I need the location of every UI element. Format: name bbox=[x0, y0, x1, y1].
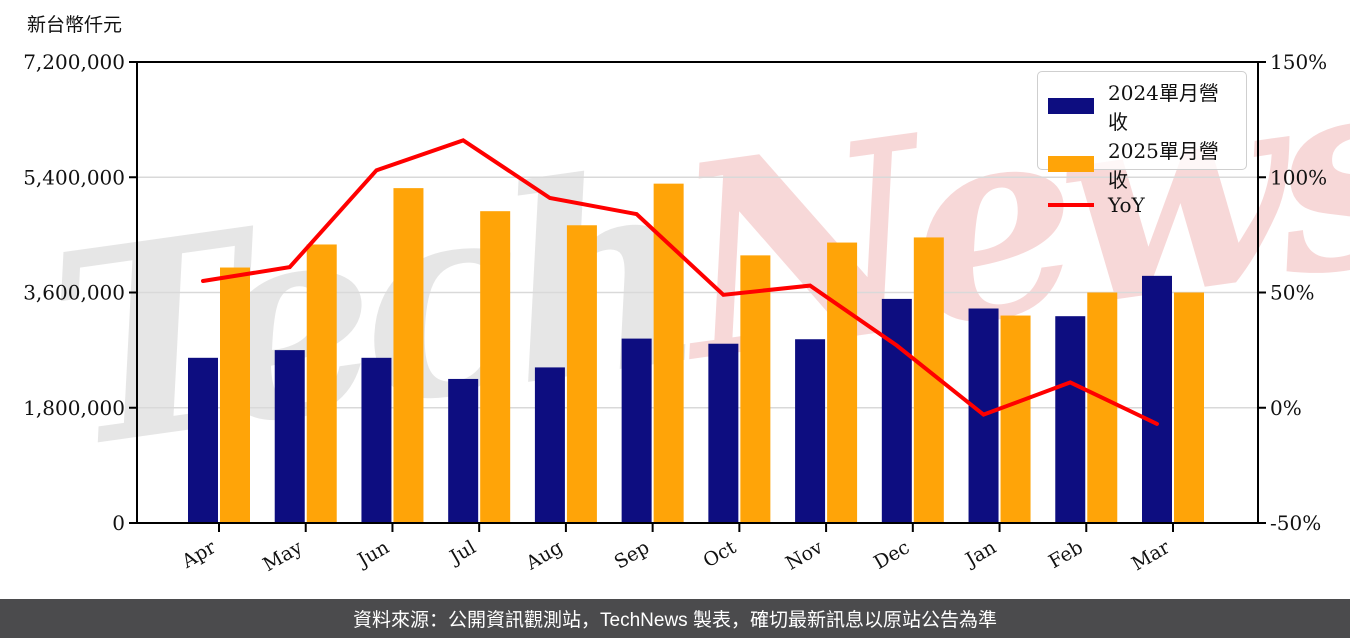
footer-note: 資料來源：公開資訊觀測站，TechNews 製表，確切最新訊息以原站公告為準 bbox=[353, 610, 997, 631]
bar-2024-Aug bbox=[534, 367, 565, 523]
bar-2024-Jun bbox=[361, 357, 392, 523]
legend-swatch-yoy bbox=[1048, 203, 1094, 207]
x-tick-label-Jun: Jun bbox=[352, 536, 393, 572]
right-tick-label: 100% bbox=[1270, 165, 1327, 189]
bar-2024-Dec bbox=[881, 298, 912, 523]
bar-2025-Jul bbox=[480, 211, 511, 523]
bar-2025-Nov bbox=[827, 242, 858, 523]
x-tick-label-Oct: Oct bbox=[700, 536, 741, 572]
legend-item-yoy: YoY bbox=[1048, 193, 1236, 217]
right-tick-label: -50% bbox=[1270, 511, 1321, 535]
legend-item-2025: 2025單月營收 bbox=[1048, 135, 1236, 193]
bar-2025-May bbox=[306, 244, 337, 523]
x-tick-label-Sep: Sep bbox=[611, 536, 654, 573]
legend-label-2025: 2025單月營收 bbox=[1108, 139, 1219, 192]
legend-label-2024: 2024單月營收 bbox=[1108, 81, 1219, 134]
chart-legend: 2024單月營收 2025單月營收 YoY bbox=[1037, 71, 1247, 217]
bar-2024-Jul bbox=[448, 378, 479, 523]
bar-2024-Oct bbox=[708, 343, 739, 523]
bar-2025-Jan bbox=[1000, 315, 1031, 523]
x-tick-label-Apr: Apr bbox=[177, 536, 220, 573]
right-tick-label: 0% bbox=[1270, 396, 1302, 420]
left-tick-label: 1,800,000 bbox=[23, 396, 125, 420]
bar-2024-Mar bbox=[1141, 275, 1172, 523]
bar-2025-Feb bbox=[1087, 292, 1118, 523]
bar-2024-Nov bbox=[795, 339, 826, 523]
bar-2025-Sep bbox=[653, 183, 684, 523]
left-tick-label: 5,400,000 bbox=[23, 165, 125, 189]
yoy-line bbox=[201, 138, 1159, 426]
right-tick-label: 50% bbox=[1270, 281, 1314, 305]
x-tick-label-Jul: Jul bbox=[444, 536, 479, 569]
bar-2024-Feb bbox=[1055, 316, 1086, 523]
legend-label-yoy: YoY bbox=[1108, 193, 1145, 217]
x-tick-label-Aug: Aug bbox=[522, 536, 567, 575]
x-tick-label-Nov: Nov bbox=[782, 536, 827, 575]
left-tick-label: 7,200,000 bbox=[23, 50, 125, 74]
legend-item-2024: 2024單月營收 bbox=[1048, 77, 1236, 135]
revenue-yoy-chart: 0 1,800,000 3,600,000 5,400,000 7,200,000 -50… bbox=[23, 50, 1327, 576]
bar-2025-Apr bbox=[220, 267, 250, 523]
x-tick-label-Feb: Feb bbox=[1045, 536, 1087, 573]
left-tick-label: 0 bbox=[112, 511, 125, 535]
x-tick-label-Dec: Dec bbox=[870, 536, 913, 574]
bar-2024-May bbox=[274, 350, 305, 523]
bar-2025-Jun bbox=[393, 188, 424, 524]
bar-2025-Oct bbox=[740, 255, 771, 523]
x-tick-label-May: May bbox=[259, 536, 306, 576]
footer-bar: 資料來源：公開資訊觀測站，TechNews 製表，確切最新訊息以原站公告為準 bbox=[0, 599, 1350, 638]
right-tick-label: 150% bbox=[1270, 50, 1327, 74]
bar-2025-Mar bbox=[1173, 292, 1204, 523]
bar-2024-Sep bbox=[621, 338, 652, 523]
bar-2025-Aug bbox=[566, 225, 597, 524]
legend-swatch-2025 bbox=[1048, 156, 1094, 172]
left-tick-label: 3,600,000 bbox=[23, 281, 125, 305]
legend-swatch-2024 bbox=[1048, 98, 1094, 114]
y-axis-title: 新台幣仟元 bbox=[27, 14, 123, 36]
x-tick-label-Jan: Jan bbox=[960, 536, 1000, 572]
x-tick-label-Mar: Mar bbox=[1128, 536, 1174, 575]
bar-2024-Apr bbox=[188, 357, 218, 523]
